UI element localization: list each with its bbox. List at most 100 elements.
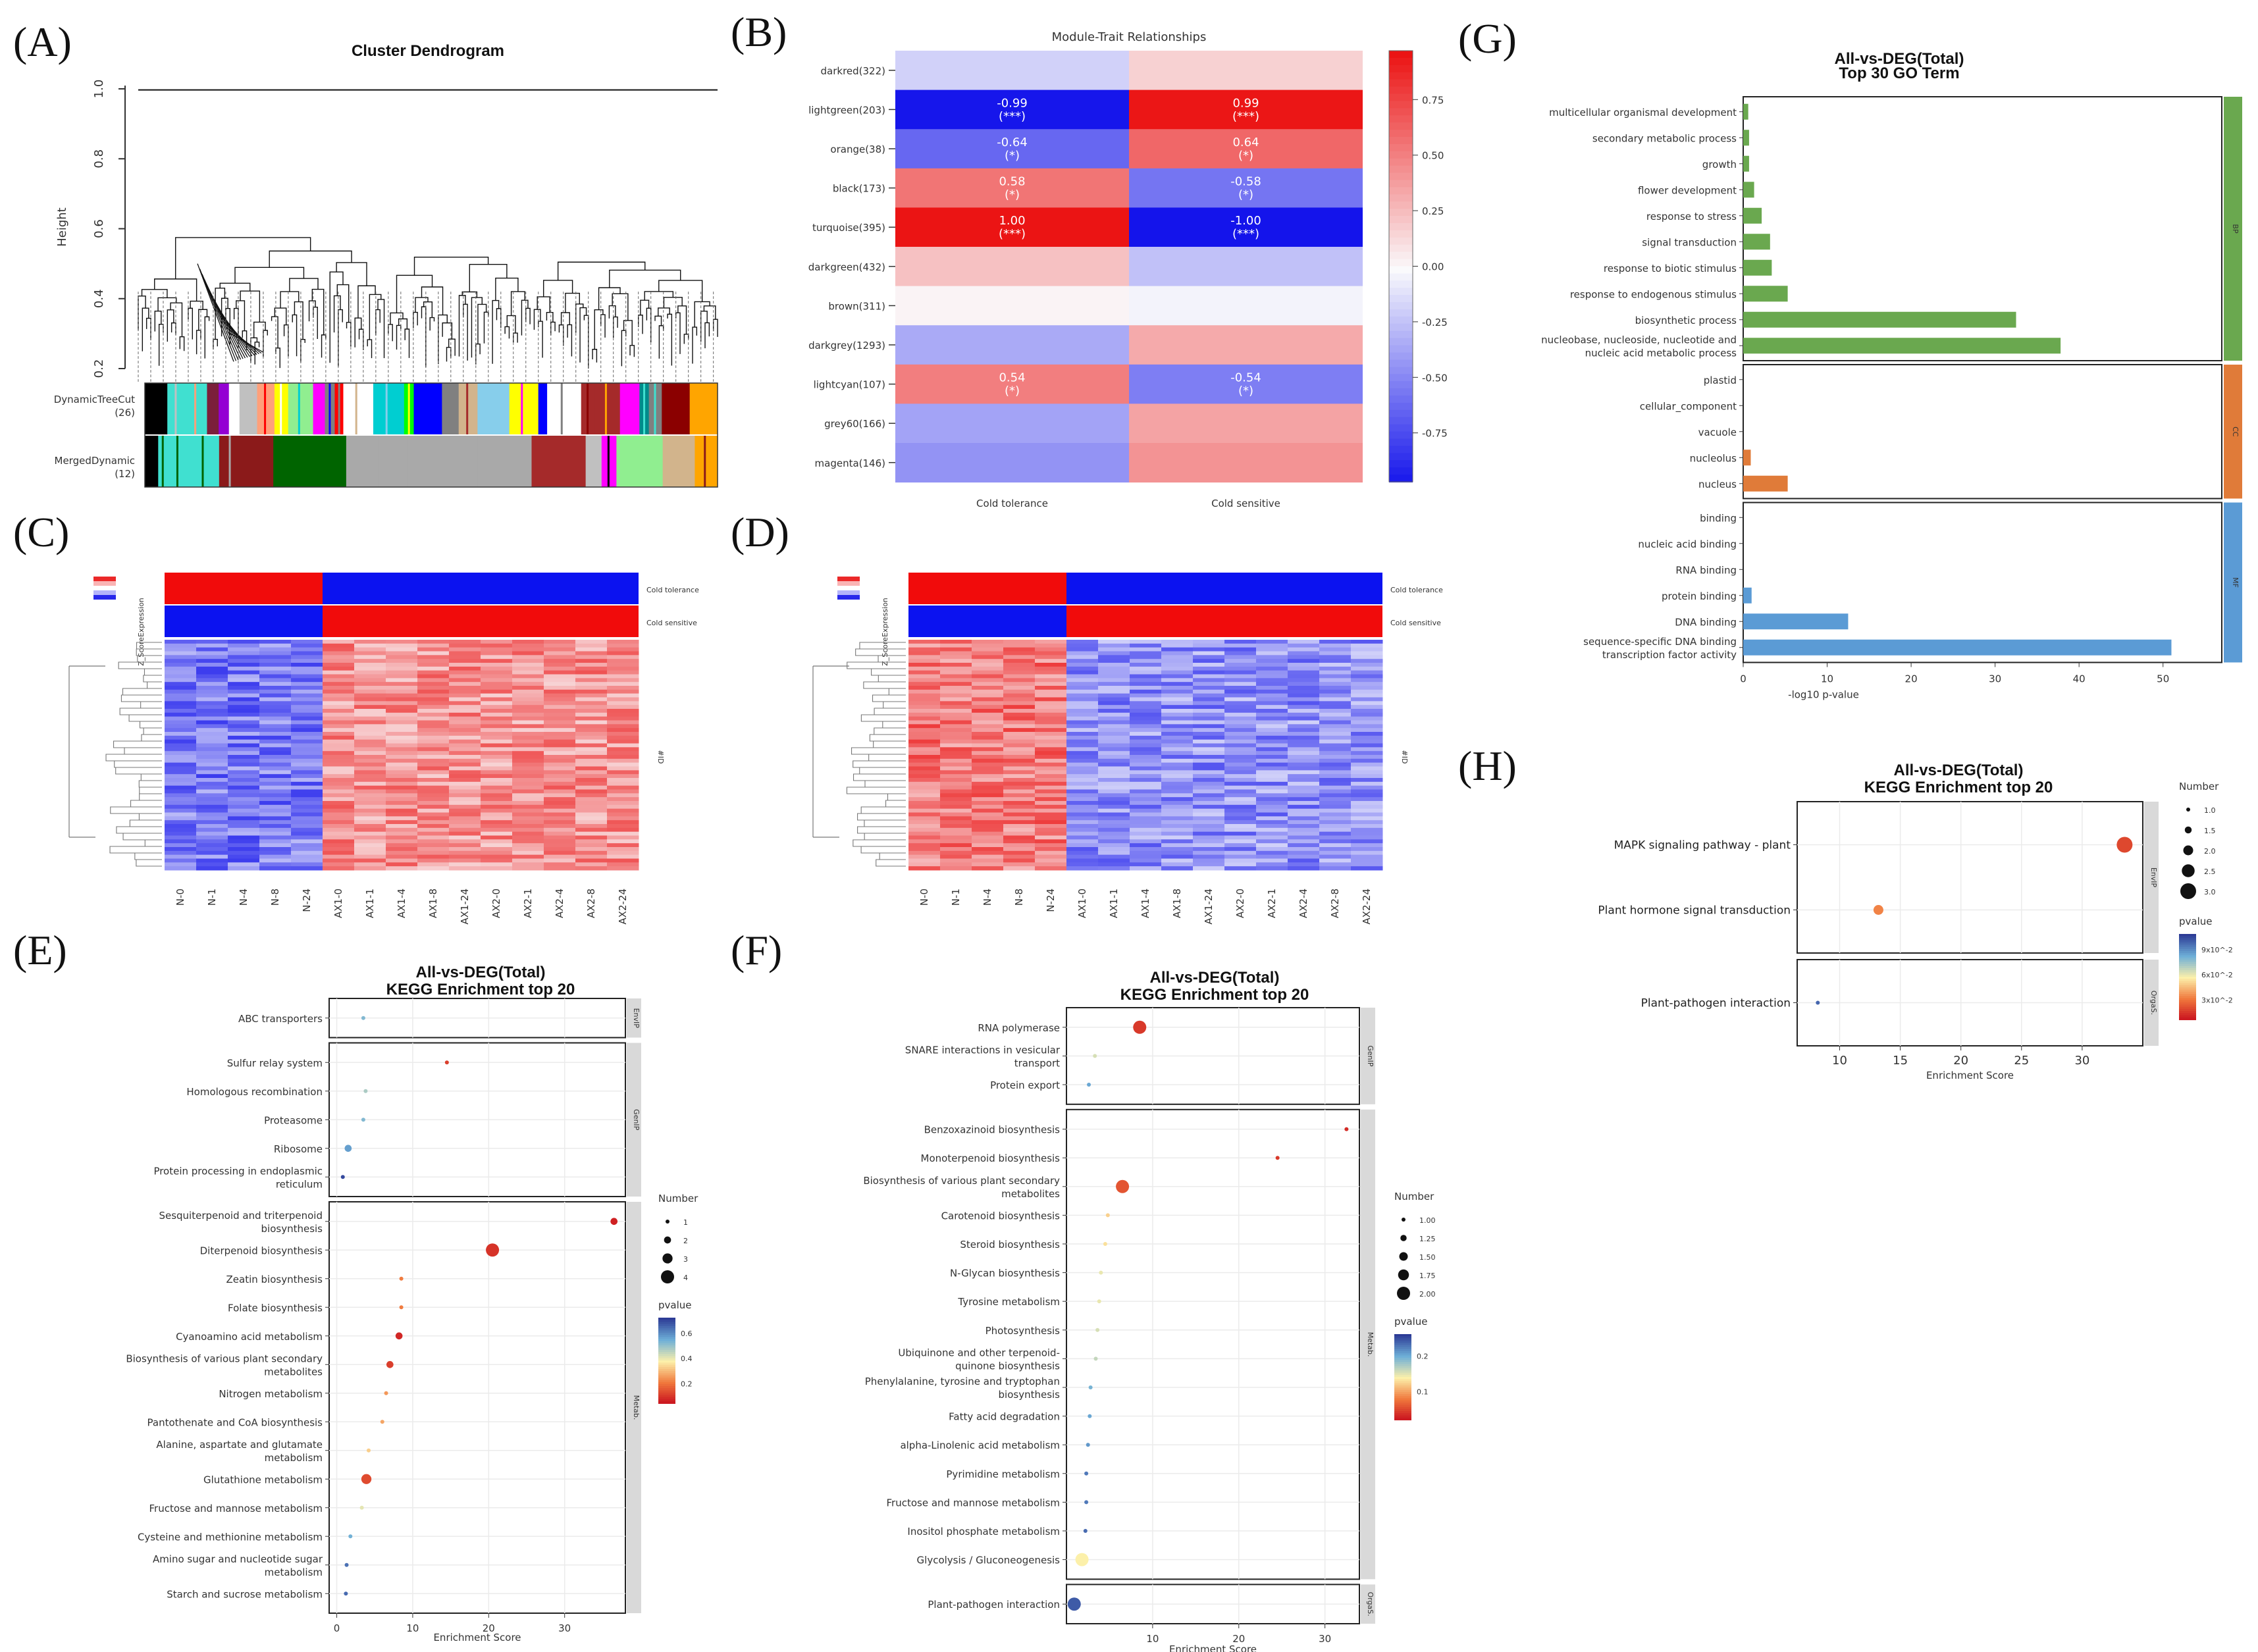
expression-cell bbox=[1130, 793, 1162, 798]
expression-cell bbox=[354, 693, 386, 698]
expression-cell bbox=[449, 850, 481, 856]
facet-strip-label: Metab. bbox=[632, 1395, 641, 1420]
expression-cell bbox=[449, 755, 481, 760]
size-legend-dot bbox=[1397, 1287, 1410, 1300]
expression-cell bbox=[544, 766, 576, 771]
expression-cell bbox=[291, 655, 323, 659]
dendrogram-branch bbox=[138, 296, 146, 330]
expression-cell bbox=[354, 781, 386, 787]
pvalue-legend-swatch bbox=[658, 1381, 675, 1385]
heatmap-cell-value: -1.00 bbox=[1230, 214, 1261, 228]
expression-cell bbox=[1035, 674, 1067, 679]
colorbar-swatch bbox=[1389, 101, 1413, 109]
dendrogram-branch bbox=[594, 309, 604, 349]
heatmap-cell bbox=[1129, 168, 1363, 208]
expression-cell bbox=[1256, 778, 1288, 783]
expression-cell bbox=[1003, 709, 1036, 713]
expression-cell bbox=[512, 751, 544, 756]
expression-cell bbox=[1256, 701, 1288, 706]
dendrogram-y-tick-label: 0.4 bbox=[92, 289, 106, 308]
expression-cell bbox=[1193, 709, 1225, 713]
pvalue-legend-swatch bbox=[658, 1352, 675, 1355]
expression-cell bbox=[1351, 666, 1383, 671]
expression-cell bbox=[228, 847, 260, 852]
expression-cell bbox=[512, 735, 544, 740]
row-dendrogram-branch bbox=[853, 760, 906, 768]
merged-dynamic-bar bbox=[388, 436, 407, 487]
expression-cell bbox=[196, 747, 228, 752]
dendrogram-branch bbox=[321, 334, 327, 358]
expression-cell bbox=[291, 827, 323, 833]
expression-cell bbox=[1161, 824, 1194, 829]
expression-cell bbox=[323, 693, 355, 698]
expression-cell bbox=[512, 728, 544, 733]
dendrogram-branch bbox=[567, 324, 573, 357]
sample-label: N-1 bbox=[950, 889, 962, 906]
expression-cell bbox=[1256, 797, 1288, 802]
pvalue-legend-swatch bbox=[658, 1356, 675, 1359]
expression-cell bbox=[1256, 793, 1288, 798]
bubble-x-tick-label: 10 bbox=[1832, 1054, 1847, 1068]
panel-label-c: (C) bbox=[13, 509, 69, 555]
expression-cell bbox=[196, 674, 228, 679]
heatmap-cell bbox=[1129, 90, 1363, 130]
expression-cell bbox=[1351, 770, 1383, 775]
expression-cell bbox=[575, 659, 608, 663]
expression-cell bbox=[940, 743, 972, 748]
bubble-point bbox=[399, 1305, 404, 1310]
expression-cell bbox=[940, 689, 972, 694]
expression-cell bbox=[481, 724, 513, 729]
expression-cell bbox=[1130, 862, 1162, 867]
expression-cell bbox=[1319, 831, 1352, 836]
expression-cell bbox=[291, 831, 323, 836]
pvalue-legend-swatch bbox=[2179, 972, 2196, 975]
expression-cell bbox=[512, 640, 544, 644]
expression-cell bbox=[196, 678, 228, 683]
expression-cell bbox=[449, 858, 481, 863]
expression-cell bbox=[1193, 743, 1225, 748]
expression-cell bbox=[291, 862, 323, 867]
row-dendrogram-branch bbox=[114, 760, 162, 768]
expression-cell bbox=[165, 774, 197, 779]
expression-cell bbox=[291, 858, 323, 863]
expression-cell bbox=[165, 755, 197, 760]
expression-cell bbox=[972, 812, 1004, 817]
expression-cell bbox=[165, 758, 197, 763]
expression-cell bbox=[575, 732, 608, 736]
expression-cell bbox=[354, 701, 386, 706]
expression-cell bbox=[228, 758, 260, 763]
expression-cell bbox=[449, 728, 481, 733]
expression-cell bbox=[607, 839, 639, 844]
dendrogram-branch bbox=[644, 291, 674, 301]
expression-cell bbox=[1035, 804, 1067, 810]
expression-cell bbox=[417, 712, 450, 717]
expression-cell bbox=[1066, 720, 1099, 725]
expression-cell bbox=[1256, 697, 1288, 702]
colorbar-swatch bbox=[1389, 409, 1413, 418]
expression-cell bbox=[1003, 785, 1036, 790]
expression-cell bbox=[544, 850, 576, 856]
expression-cell bbox=[259, 701, 292, 706]
expression-cell bbox=[1161, 847, 1194, 852]
expression-cell bbox=[972, 847, 1004, 852]
merged-dynamic-bar-stripe bbox=[176, 436, 178, 487]
expression-cell bbox=[386, 716, 418, 721]
expression-cell bbox=[1003, 732, 1036, 736]
expression-cell bbox=[1003, 862, 1036, 867]
expression-cell bbox=[165, 689, 197, 694]
expression-cell bbox=[323, 801, 355, 806]
pvalue-legend-swatch bbox=[1394, 1368, 1411, 1372]
expression-cell bbox=[259, 778, 292, 783]
expression-cell bbox=[449, 797, 481, 802]
expression-cell bbox=[972, 789, 1004, 794]
expression-cell bbox=[1256, 670, 1288, 675]
expression-cell bbox=[1224, 682, 1257, 686]
expression-cell bbox=[323, 640, 355, 644]
expression-cell bbox=[291, 804, 323, 810]
expression-cell bbox=[1130, 835, 1162, 840]
expression-cell bbox=[607, 728, 639, 733]
expression-cell bbox=[972, 820, 1004, 825]
go-bar bbox=[1743, 207, 1762, 224]
sample-label: N-4 bbox=[238, 889, 249, 906]
expression-cell bbox=[386, 785, 418, 790]
